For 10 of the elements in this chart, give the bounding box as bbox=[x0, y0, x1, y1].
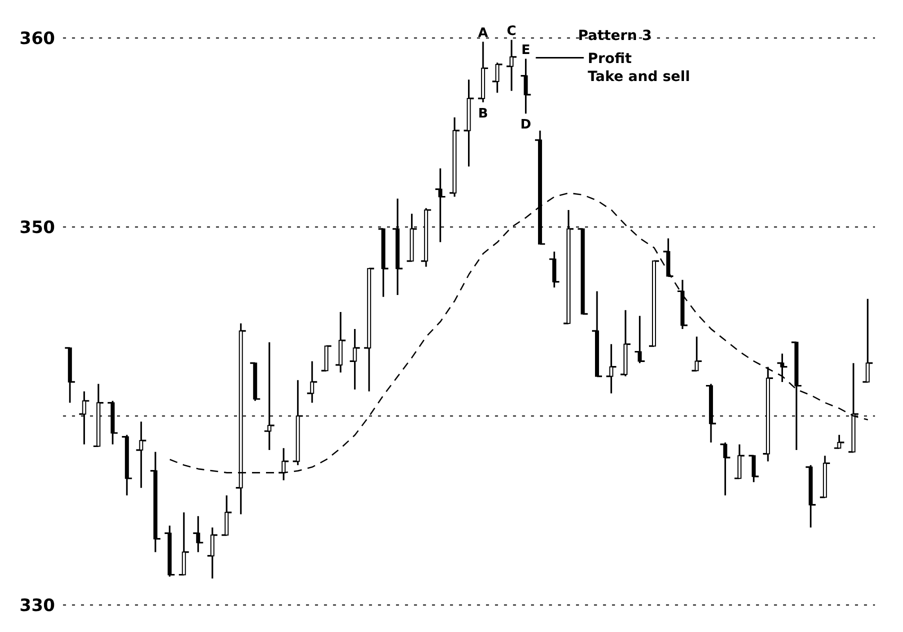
annotation: E bbox=[521, 42, 530, 58]
annotation: Take and sell bbox=[588, 68, 690, 85]
annotation: Profit bbox=[588, 50, 632, 67]
annotation: C bbox=[506, 24, 516, 39]
y-tick-label: 330 bbox=[20, 596, 56, 616]
annotation: B bbox=[478, 106, 488, 122]
annotation: A bbox=[478, 26, 488, 41]
annotation: D bbox=[520, 118, 532, 133]
y-tick-label: 360 bbox=[20, 29, 56, 50]
y-tick-label: 350 bbox=[20, 218, 56, 238]
